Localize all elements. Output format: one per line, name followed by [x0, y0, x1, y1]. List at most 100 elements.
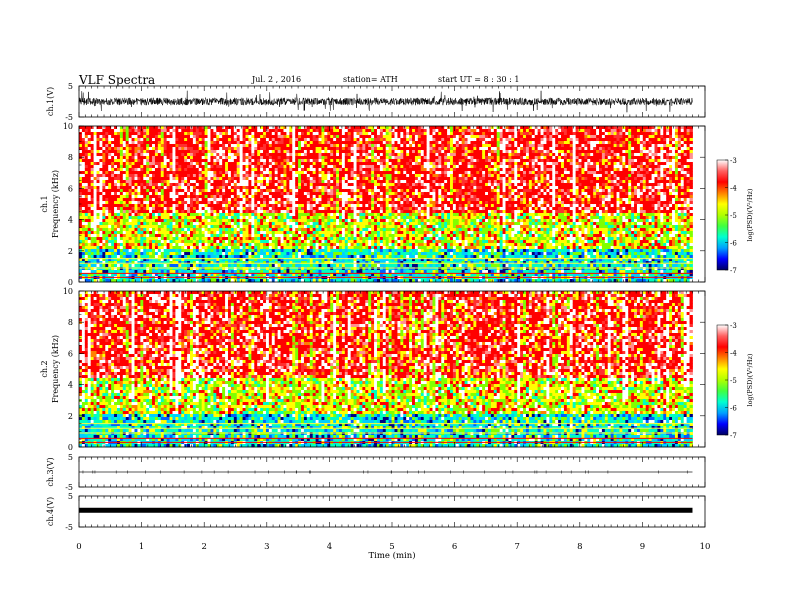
- spectrogram-cell: [105, 252, 108, 255]
- spectrogram-cell: [108, 195, 111, 198]
- spectrogram-cell: [137, 126, 140, 129]
- spectrogram-cell: [161, 192, 164, 195]
- spectrogram-cell: [135, 126, 138, 129]
- spectrogram-cell: [149, 261, 152, 264]
- spectrogram-cell: [143, 213, 146, 216]
- spectrogram-cell: [132, 222, 135, 225]
- spectrogram-cell: [123, 207, 126, 210]
- spectrogram-cell: [82, 255, 85, 258]
- spectrogram-cell: [85, 246, 88, 249]
- spectrogram-cell: [102, 216, 105, 219]
- spectrogram-cell: [88, 126, 91, 129]
- spectrogram-cell: [140, 138, 143, 141]
- spectrogram-cell: [102, 195, 105, 198]
- spectrogram-cell: [79, 159, 82, 162]
- spectrogram-cell: [161, 126, 164, 129]
- spectrogram-cell: [79, 177, 82, 180]
- spectrogram-cell: [132, 249, 135, 252]
- spectrogram-cell: [85, 261, 88, 264]
- spectrogram-cell: [79, 231, 82, 234]
- spectrogram-cell: [129, 141, 132, 144]
- spectrogram-cell: [114, 249, 117, 252]
- spectrogram-cell: [82, 234, 85, 237]
- spectrogram-cell: [161, 270, 164, 273]
- spectrogram-cell: [88, 261, 91, 264]
- spectrogram-cell: [143, 222, 146, 225]
- spectrogram-cell: [152, 207, 155, 210]
- spectrogram-cell: [161, 210, 164, 213]
- spectrogram-cell: [114, 141, 117, 144]
- spectrogram-cell: [82, 270, 85, 273]
- spectrogram-cell: [94, 219, 97, 222]
- spectrogram-cell: [111, 207, 114, 210]
- spectrogram-cell: [97, 126, 100, 129]
- spectrogram-cell: [114, 255, 117, 258]
- spectrogram-cell: [143, 129, 146, 132]
- spectrogram-cell: [170, 192, 173, 195]
- spectrogram-cell: [137, 255, 140, 258]
- spectrogram-cell: [117, 135, 120, 138]
- spectrogram-cell: [82, 183, 85, 186]
- spectrogram-cell: [155, 162, 158, 165]
- spectrogram-cell: [120, 192, 123, 195]
- spectrogram-cell: [155, 195, 158, 198]
- spectrogram-cell: [102, 132, 105, 135]
- spectrogram-cell: [170, 141, 173, 144]
- spectrogram-cell: [108, 156, 111, 159]
- spectrogram-cell: [85, 183, 88, 186]
- spectrogram-cell: [123, 237, 126, 240]
- spectrogram-cell: [97, 174, 100, 177]
- spectrogram-cell: [99, 171, 102, 174]
- spectrogram-cell: [111, 195, 114, 198]
- spectrogram-cell: [158, 174, 161, 177]
- spectrogram-cell: [146, 156, 149, 159]
- spectrogram-cell: [149, 246, 152, 249]
- spectrogram-cell: [155, 261, 158, 264]
- spectrogram-cell: [117, 141, 120, 144]
- spectrogram-cell: [108, 213, 111, 216]
- spectrogram-cell: [108, 174, 111, 177]
- spectrogram-cell: [94, 228, 97, 231]
- spectrogram-cell: [158, 198, 161, 201]
- spectrogram-cell: [99, 207, 102, 210]
- spectrogram-cell: [167, 135, 170, 138]
- spectrogram-cell: [135, 129, 138, 132]
- spectrogram-cell: [135, 174, 138, 177]
- spectrogram-cell: [102, 246, 105, 249]
- spectrogram-cell: [120, 243, 123, 246]
- spectrogram-cell: [99, 138, 102, 141]
- spectrogram-cell: [161, 153, 164, 156]
- spectrogram-cell: [91, 126, 94, 129]
- spectrogram-cell: [129, 132, 132, 135]
- spectrogram-cell: [140, 207, 143, 210]
- spectrogram-cell: [143, 252, 146, 255]
- spectrogram-cell: [111, 192, 114, 195]
- spectrogram-cell: [126, 255, 129, 258]
- spectrogram-cell: [155, 171, 158, 174]
- spectrogram-cell: [111, 168, 114, 171]
- spectrogram-cell: [161, 177, 164, 180]
- spectrogram-cell: [146, 132, 149, 135]
- spectrogram-cell: [140, 201, 143, 204]
- spectrogram-cell: [85, 153, 88, 156]
- spectrogram-cell: [155, 150, 158, 153]
- spectrogram-cell: [161, 216, 164, 219]
- spectrogram-cell: [161, 252, 164, 255]
- spectrogram-cell: [161, 249, 164, 252]
- spectrogram-cell: [167, 174, 170, 177]
- spectrogram-cell: [137, 183, 140, 186]
- spectrogram-cell: [158, 183, 161, 186]
- spectrogram-cell: [143, 207, 146, 210]
- spectrogram-cell: [161, 168, 164, 171]
- spectrogram-cell: [167, 264, 170, 267]
- spectrogram-cell: [114, 171, 117, 174]
- spectrogram-cell: [149, 186, 152, 189]
- spectrogram-cell: [137, 153, 140, 156]
- spectrogram-cell: [132, 138, 135, 141]
- spectrogram-cell: [105, 255, 108, 258]
- spectrogram-cell: [88, 195, 91, 198]
- spectrogram-cell: [158, 171, 161, 174]
- spectrogram-cell: [114, 183, 117, 186]
- spectrogram-cell: [152, 135, 155, 138]
- spectrogram-cell: [82, 252, 85, 255]
